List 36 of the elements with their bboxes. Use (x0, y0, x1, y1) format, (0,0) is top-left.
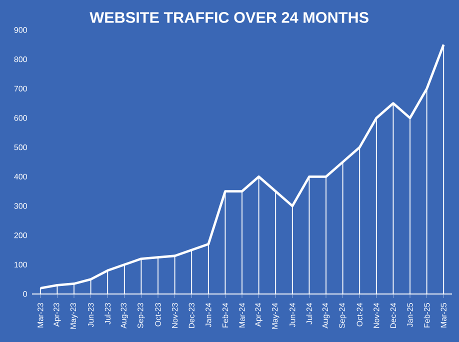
x-tick-label: Apr-24 (255, 302, 262, 327)
y-tick-label: 200 (14, 232, 27, 238)
x-tick-label: Mar-25 (440, 303, 446, 328)
x-tick-label: Feb-24 (222, 302, 228, 328)
x-tick-label: Dec-23 (188, 303, 194, 328)
x-tick-label: Nov-24 (374, 302, 380, 328)
x-tick-label: Jan-25 (407, 303, 413, 328)
x-tick-label: Mar-23 (38, 303, 44, 328)
x-tick-label: May-23 (70, 303, 78, 329)
x-tick-label: Jul-23 (104, 303, 111, 324)
x-tick-label: Aug-23 (120, 303, 128, 328)
x-tick-label: Nov-23 (172, 303, 178, 328)
y-tick-label: 600 (14, 115, 27, 121)
x-tick-label: Jun-24 (290, 302, 296, 328)
x-tick-label: Apr-23 (54, 303, 61, 327)
y-tick-label: 0 (23, 291, 27, 297)
x-tick-label: Oct-23 (155, 303, 161, 326)
x-tick-label: Jan-24 (206, 302, 212, 328)
y-tick-label: 300 (14, 203, 27, 209)
y-tick-label: 400 (14, 174, 27, 180)
y-tick-label: 900 (14, 27, 27, 33)
y-tick-label: 700 (14, 86, 27, 92)
x-tick-label: Jun-23 (88, 303, 94, 328)
y-tick-label: 100 (14, 262, 27, 268)
x-tick-label: Mar-24 (239, 302, 245, 328)
x-tick-label: Aug-24 (322, 302, 330, 328)
x-tick-label: Oct-24 (356, 302, 362, 326)
x-tick-label: Jul-24 (306, 302, 312, 324)
chart-title: WEBSITE TRAFFIC OVER 24 MONTHS (90, 12, 368, 23)
x-tick-label: Sep-24 (339, 302, 346, 328)
y-tick-label: 500 (14, 144, 27, 150)
x-tick-label: Dec-24 (390, 302, 396, 328)
x-tick-label: Feb-25 (424, 303, 430, 328)
x-tick-label: Sep-23 (138, 303, 145, 328)
x-tick-label: May-24 (272, 302, 280, 329)
y-tick-label: 800 (14, 56, 27, 62)
